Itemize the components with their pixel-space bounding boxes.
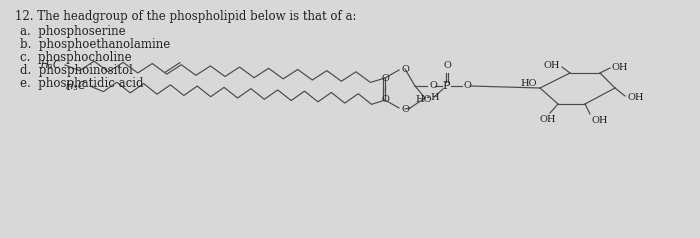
Text: d.  phosphoinositol: d. phosphoinositol xyxy=(20,64,133,77)
Text: H: H xyxy=(430,93,439,101)
Text: O: O xyxy=(464,81,472,90)
Text: c.  phosphocholine: c. phosphocholine xyxy=(20,51,132,64)
Text: OH: OH xyxy=(540,115,557,124)
Text: $H_3C$: $H_3C$ xyxy=(65,79,87,93)
Text: O: O xyxy=(402,64,410,74)
Text: HO: HO xyxy=(521,79,537,88)
Text: HO: HO xyxy=(416,94,432,104)
Text: OH: OH xyxy=(627,93,643,101)
Text: O: O xyxy=(381,95,389,104)
Text: OH: OH xyxy=(591,116,608,125)
Text: e.  phosphatidic acid: e. phosphatidic acid xyxy=(20,77,144,90)
Text: 12. The headgroup of the phospholipid below is that of a:: 12. The headgroup of the phospholipid be… xyxy=(15,10,356,23)
Text: O: O xyxy=(429,81,437,90)
Text: b.  phosphoethanolamine: b. phosphoethanolamine xyxy=(20,38,170,51)
Text: OH: OH xyxy=(543,60,560,69)
Text: O: O xyxy=(402,104,410,114)
Text: O: O xyxy=(381,74,389,83)
Text: OH: OH xyxy=(612,63,629,71)
Text: O: O xyxy=(443,61,451,70)
Text: $H_3C$: $H_3C$ xyxy=(40,58,62,72)
Text: a.  phosphoserine: a. phosphoserine xyxy=(20,25,125,38)
Text: P: P xyxy=(442,81,449,91)
